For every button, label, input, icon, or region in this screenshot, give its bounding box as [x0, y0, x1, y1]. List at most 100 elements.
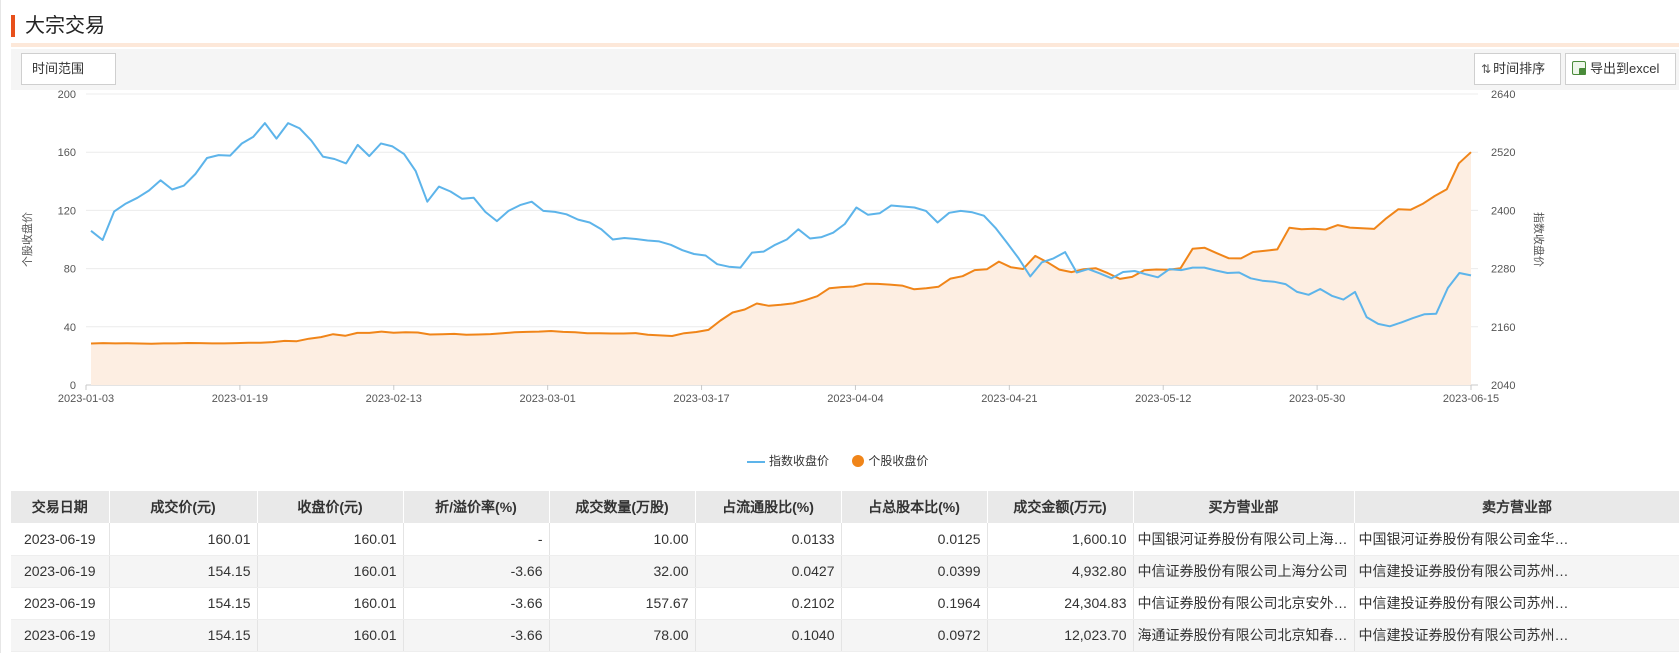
y-tick-label-left: 80	[64, 264, 76, 276]
col-header[interactable]: 成交数量(万股)	[549, 491, 696, 523]
cell-volume: 10.00	[549, 523, 696, 556]
table-header-row: 交易日期 成交价(元) 收盘价(元) 折/溢价率(%) 成交数量(万股) 占流通…	[11, 491, 1679, 523]
x-tick-label: 2023-04-04	[827, 393, 883, 405]
cell-amount: 1,600.10	[987, 523, 1134, 556]
page-title: 大宗交易	[25, 15, 105, 37]
title-accent-bar	[11, 15, 15, 37]
cell-buyer[interactable]: 海通证券股份有限公司北京知春路…	[1133, 619, 1355, 652]
cell-premium-rate: -3.66	[403, 619, 550, 652]
stock-area-fill	[91, 152, 1471, 385]
cell-trade-price: 154.15	[109, 619, 258, 652]
x-tick-label: 2023-05-12	[1135, 393, 1191, 405]
toolbar: 时间范围 ⇅ 时间排序 导出到excel	[11, 49, 1679, 90]
sort-label: 时间排序	[1493, 61, 1546, 76]
cell-seller[interactable]: 中信建投证券股份有限公司苏州…	[1354, 555, 1679, 588]
cell-float-ratio: 0.0427	[695, 555, 842, 588]
price-chart: 0 40 80 120 160 200 2040 2160 2280 2400 2520 2640 个股…	[11, 90, 1679, 460]
cell-buyer[interactable]: 中信证券股份有限公司北京安外大…	[1133, 587, 1355, 620]
cell-date: 2023-06-19	[11, 587, 110, 620]
x-tick-label: 2023-04-21	[981, 393, 1037, 405]
index-close-line	[90, 122, 1472, 328]
sort-arrows-icon: ⇅	[1481, 62, 1492, 76]
table-row: 2023-06-19 154.15 160.01 -3.66 32.00 0.0…	[11, 555, 1679, 588]
cell-volume: 32.00	[549, 555, 696, 588]
cell-premium-rate: -3.66	[403, 555, 550, 588]
cell-trade-price: 154.15	[109, 587, 258, 620]
x-tick-label: 2023-03-17	[673, 393, 729, 405]
col-header[interactable]: 占总股本比(%)	[841, 491, 988, 523]
cell-total-ratio: 0.1964	[841, 587, 988, 620]
trade-table: 交易日期 成交价(元) 收盘价(元) 折/溢价率(%) 成交数量(万股) 占流通…	[11, 491, 1679, 652]
export-excel-button[interactable]: 导出到excel	[1565, 53, 1676, 85]
y-tick-label-right: 2520	[1491, 147, 1515, 159]
cell-total-ratio: 0.0972	[841, 619, 988, 652]
cell-premium-rate: -3.66	[403, 587, 550, 620]
y-tick-label-left: 40	[64, 322, 76, 334]
y-tick-label-right: 2040	[1491, 380, 1515, 392]
sort-by-time-button[interactable]: ⇅ 时间排序	[1474, 53, 1561, 85]
y-tick-label-left: 200	[58, 90, 76, 101]
cell-buyer[interactable]: 中信证券股份有限公司上海分公司	[1133, 555, 1355, 588]
legend-item-stock[interactable]: 个股收盘价	[852, 452, 928, 470]
chart-legend: 指数收盘价 个股收盘价	[747, 452, 948, 470]
legend-item-index[interactable]: 指数收盘价	[747, 452, 829, 470]
price-chart-svg: 0 40 80 120 160 200 2040 2160 2280 2400 2520 2640 个股…	[20, 90, 1546, 405]
x-tick-label: 2023-05-30	[1289, 393, 1345, 405]
cell-seller[interactable]: 中信建投证券股份有限公司苏州…	[1354, 619, 1679, 652]
cell-amount: 24,304.83	[987, 587, 1134, 620]
col-header[interactable]: 买方营业部	[1133, 491, 1355, 523]
cell-date: 2023-06-19	[11, 555, 110, 588]
time-range-button[interactable]: 时间范围	[21, 53, 116, 85]
cell-premium-rate: -	[403, 523, 550, 556]
y-tick-label-left: 160	[58, 147, 76, 159]
col-header[interactable]: 卖方营业部	[1354, 491, 1679, 523]
legend-label-stock: 个股收盘价	[868, 454, 929, 468]
cell-close-price: 160.01	[257, 523, 404, 556]
cell-volume: 78.00	[549, 619, 696, 652]
y-axis-title-left: 个股收盘价	[20, 212, 34, 267]
cell-amount: 4,932.80	[987, 555, 1134, 588]
col-header[interactable]: 成交金额(万元)	[987, 491, 1134, 523]
title-divider	[11, 43, 1679, 47]
cell-float-ratio: 0.2102	[695, 587, 842, 620]
col-header[interactable]: 折/溢价率(%)	[403, 491, 550, 523]
export-label: 导出到excel	[1590, 61, 1660, 76]
cell-date: 2023-06-19	[11, 619, 110, 652]
cell-close-price: 160.01	[257, 587, 404, 620]
cell-seller[interactable]: 中信建投证券股份有限公司苏州…	[1354, 587, 1679, 620]
y-axis-title-right: 指数收盘价	[1532, 212, 1546, 267]
y-tick-label-left: 120	[58, 205, 76, 217]
col-header[interactable]: 占流通股比(%)	[695, 491, 842, 523]
trade-table-container: 交易日期 成交价(元) 收盘价(元) 折/溢价率(%) 成交数量(万股) 占流通…	[11, 491, 1679, 653]
cell-total-ratio: 0.0399	[841, 555, 988, 588]
cell-volume: 157.67	[549, 587, 696, 620]
x-tick-label: 2023-03-01	[520, 393, 576, 405]
col-header[interactable]: 成交价(元)	[109, 491, 258, 523]
cell-float-ratio: 0.0133	[695, 523, 842, 556]
y-tick-label-left: 0	[70, 380, 76, 392]
section-header: 大宗交易	[11, 12, 1679, 42]
col-header[interactable]: 交易日期	[11, 491, 110, 523]
y-tick-label-right: 2400	[1491, 205, 1515, 217]
legend-dot-marker	[852, 455, 865, 467]
y-tick-label-right: 2160	[1491, 322, 1515, 334]
cell-buyer[interactable]: 中国银河证券股份有限公司上海东…	[1133, 523, 1355, 556]
stock-close-line	[90, 151, 1472, 345]
time-range-label: 时间范围	[32, 61, 85, 76]
cell-seller[interactable]: 中国银河证券股份有限公司金华…	[1354, 523, 1679, 556]
x-tick-label: 2023-01-19	[212, 393, 268, 405]
x-tick-label: 2023-06-15	[1443, 393, 1499, 405]
excel-file-icon	[1572, 61, 1586, 75]
y-tick-label-right: 2280	[1491, 264, 1515, 276]
y-tick-label-right: 2640	[1491, 90, 1515, 101]
legend-line-marker	[747, 460, 765, 463]
cell-close-price: 160.01	[257, 555, 404, 588]
table-row: 2023-06-19 160.01 160.01 - 10.00 0.0133 …	[11, 523, 1679, 556]
cell-float-ratio: 0.1040	[695, 619, 842, 652]
cell-close-price: 160.01	[257, 619, 404, 652]
x-tick-label: 2023-02-13	[366, 393, 422, 405]
cell-trade-price: 154.15	[109, 555, 258, 588]
cell-total-ratio: 0.0125	[841, 523, 988, 556]
col-header[interactable]: 收盘价(元)	[257, 491, 404, 523]
